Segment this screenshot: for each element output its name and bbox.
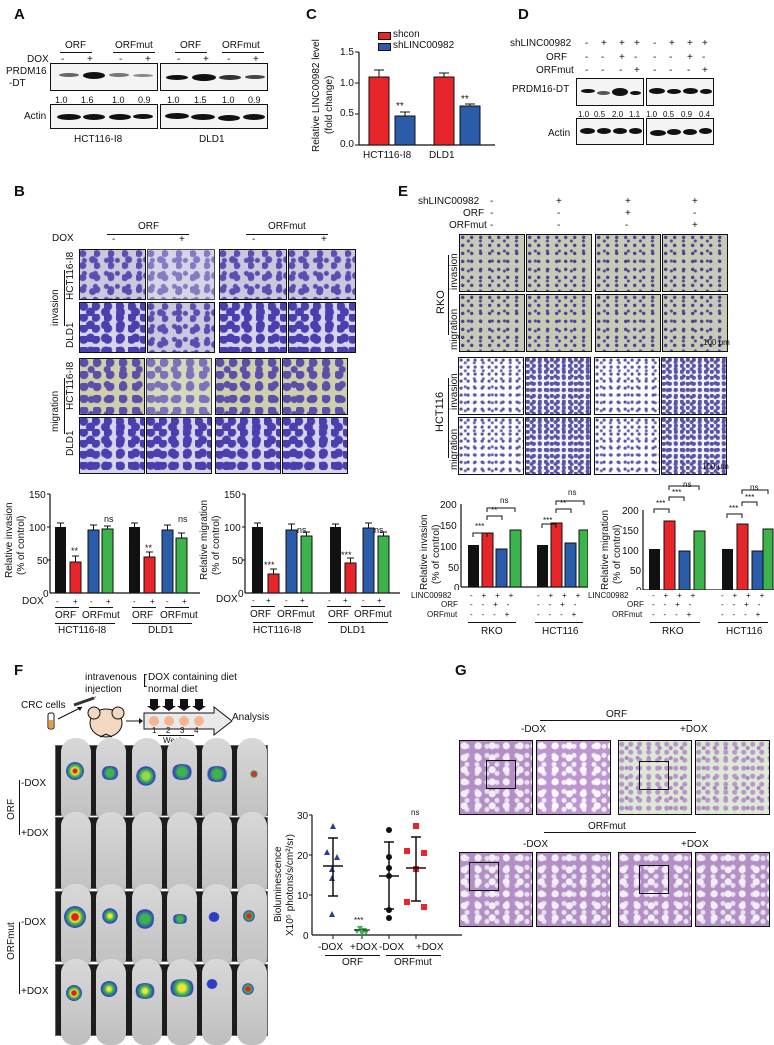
d-blot-prdm16-2 xyxy=(646,78,714,106)
svg-text:150: 150 xyxy=(622,526,639,537)
panel-g-label: G xyxy=(455,662,467,679)
f-row-orfmut-plus xyxy=(55,959,268,1045)
c-xcat-dld: DLD1 xyxy=(429,150,455,161)
d-blot-actin-1 xyxy=(576,118,644,145)
a-group-orfmut-1: ORFmut xyxy=(115,40,153,51)
a-blot-actin-dld xyxy=(160,104,268,129)
svg-text:150: 150 xyxy=(224,490,241,501)
svg-text:0: 0 xyxy=(238,589,244,600)
a-group-orfmut-2: ORFmut xyxy=(222,40,260,51)
svg-text:150: 150 xyxy=(440,521,457,532)
a-blot-actin-hct xyxy=(50,104,158,129)
svg-text:50: 50 xyxy=(630,566,642,577)
svg-text:10: 10 xyxy=(297,891,309,902)
svg-text:100: 100 xyxy=(224,523,241,534)
f-row-orf-minus xyxy=(55,738,268,824)
panel-b-label: B xyxy=(14,183,25,200)
panel-a-label: A xyxy=(14,6,25,23)
svg-text:200: 200 xyxy=(622,506,639,517)
a-cell-hct: HCT116-I8 xyxy=(74,134,123,145)
svg-text:50: 50 xyxy=(448,563,460,574)
svg-text:0: 0 xyxy=(636,586,642,590)
svg-text:0: 0 xyxy=(454,583,460,590)
c-legend-sh: shLINC00982 xyxy=(393,40,455,51)
d-actin-label: Actin xyxy=(548,128,571,139)
a-actin-label: Actin xyxy=(24,111,47,122)
svg-text:150: 150 xyxy=(29,490,46,501)
f-schema-diagram xyxy=(47,696,233,738)
panel-e-label: E xyxy=(398,183,409,200)
c-ylabel-1: Relative LINC00982 level xyxy=(311,39,322,152)
svg-text:30: 30 xyxy=(297,811,309,822)
d-blot-actin-2 xyxy=(646,118,714,145)
svg-text:200: 200 xyxy=(440,500,457,511)
panel-c-label: C xyxy=(306,6,317,23)
c-xcat-hct: HCT116-I8 xyxy=(363,150,412,161)
a-group-orf-2: ORF xyxy=(180,40,202,51)
svg-text:0: 0 xyxy=(303,931,309,942)
a-group-orf-1: ORF xyxy=(65,40,87,51)
svg-text:50: 50 xyxy=(37,556,49,567)
a-dox-label: DOX xyxy=(27,54,49,65)
c-legend-shcon: shcon xyxy=(393,29,420,40)
svg-text:20: 20 xyxy=(297,851,309,862)
panel-d-label: D xyxy=(518,6,529,23)
svg-text:0: 0 xyxy=(43,589,49,600)
d-blot-prdm16-1 xyxy=(576,78,644,106)
a-cell-dld: DLD1 xyxy=(199,134,225,145)
svg-text:100: 100 xyxy=(29,523,46,534)
f-row-orfmut-minus xyxy=(55,884,268,970)
f-row-orf-plus xyxy=(55,812,268,898)
svg-text:100: 100 xyxy=(622,546,639,557)
a-prdm16-label-2: -DT xyxy=(9,78,26,89)
a-blot-prdm16-hct xyxy=(50,63,158,91)
panel-f-label: F xyxy=(14,662,24,679)
c-ylabel-2: (fold change) xyxy=(324,75,335,134)
d-prdm16-label: PRDM16-DT xyxy=(512,84,570,95)
svg-text:100: 100 xyxy=(440,542,457,553)
c-plot xyxy=(355,51,495,146)
svg-text:50: 50 xyxy=(232,556,244,567)
a-blot-prdm16-dld xyxy=(160,63,268,91)
a-prdm16-label-1: PRDM16 xyxy=(6,66,47,77)
